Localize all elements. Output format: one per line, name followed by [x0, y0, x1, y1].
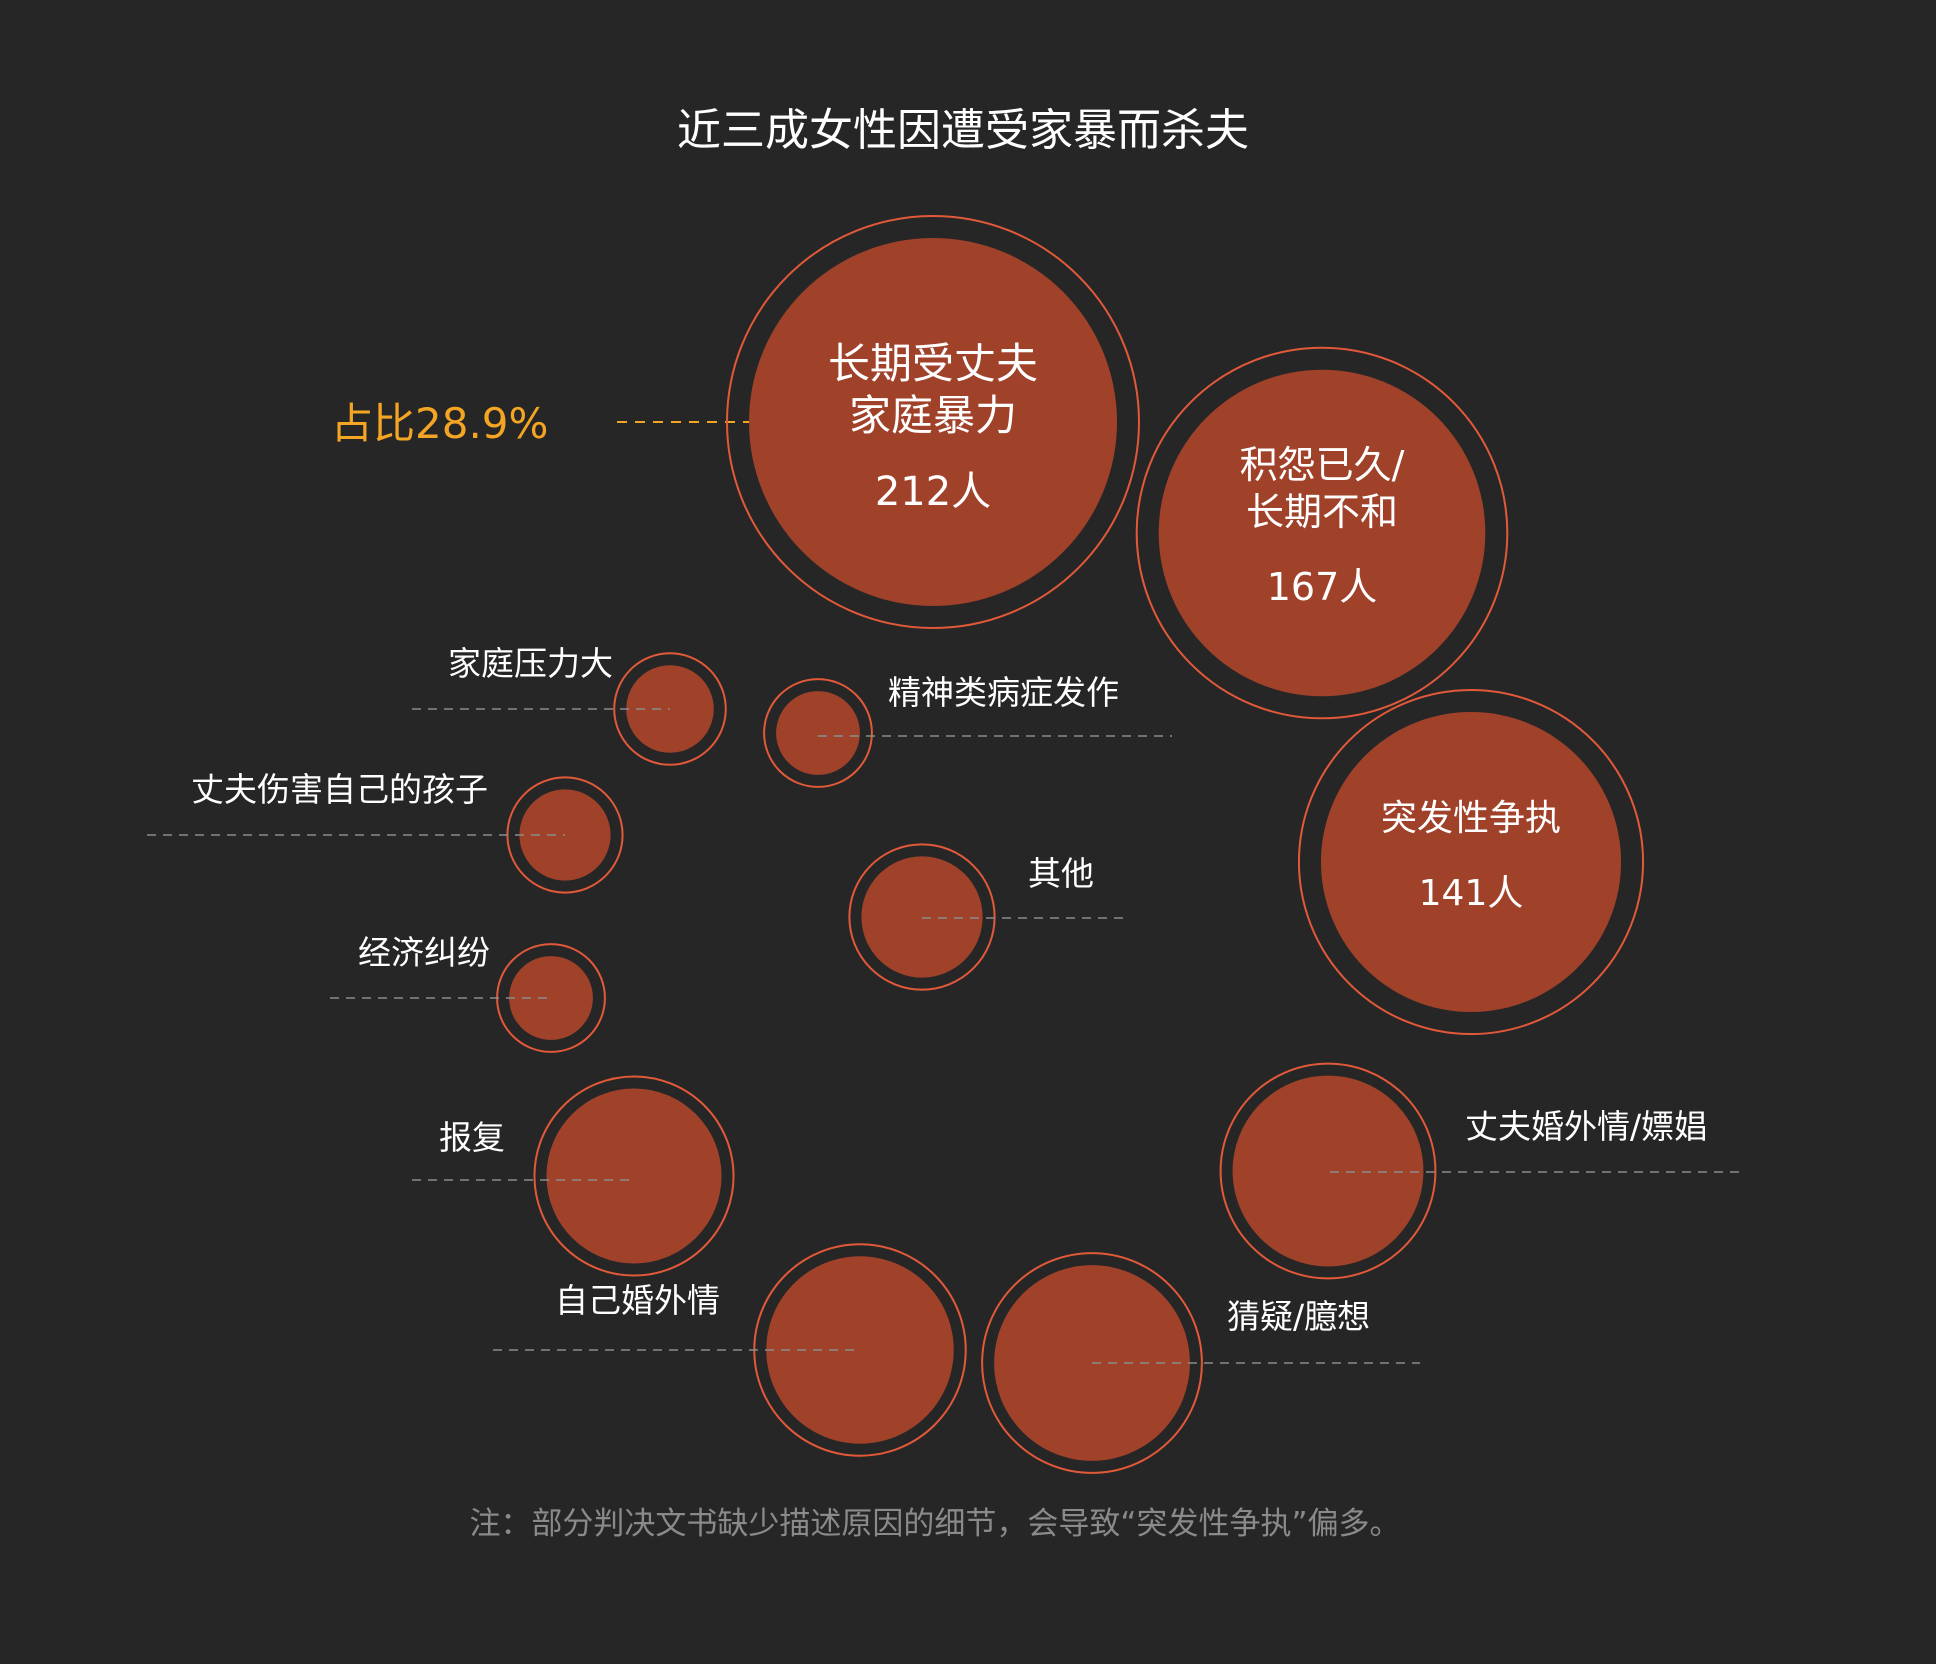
bubble-ring-7 — [848, 843, 996, 991]
bubble-label-5: 自己婚外情 — [555, 1281, 720, 1320]
bubble-label-7: 其他 — [1028, 854, 1094, 893]
bubble-label-1-1: 长期不和 — [1246, 490, 1398, 534]
bubble-6 — [546, 1088, 722, 1264]
bubble-label-11: 精神类病症发作 — [888, 673, 1119, 712]
bubble-label-4: 猜疑/臆想 — [1227, 1297, 1370, 1336]
bubble-label-3: 丈夫婚外情/嫖娼 — [1465, 1107, 1707, 1146]
bubble-8 — [509, 956, 593, 1040]
bubble-value-2: 141人 — [1419, 873, 1524, 914]
bubble-5 — [766, 1256, 954, 1444]
bubble-label-0-1: 家庭暴力 — [849, 391, 1017, 440]
bubble-label-9: 丈夫伤害自己的孩子 — [191, 770, 488, 809]
bubble-ring-0 — [726, 215, 1140, 629]
bubble-value-1: 167人 — [1267, 565, 1378, 609]
bubble-0 — [749, 238, 1117, 606]
bubble-label-6: 报复 — [439, 1118, 505, 1157]
bubble-1 — [1158, 369, 1486, 697]
footnote: 注：部分判决文书缺少描述原因的细节，会导致“突发性争执”偏多。 — [469, 1506, 1400, 1542]
chart-title: 近三成女性因遭受家暴而杀夫 — [677, 105, 1249, 156]
bubble-ring-11 — [763, 678, 873, 788]
bubble-ring-3 — [1219, 1062, 1437, 1280]
bubble-11 — [776, 691, 860, 775]
bubble-2 — [1320, 711, 1622, 1013]
bubble-ring-10 — [613, 652, 727, 766]
bubble-label-10: 家庭压力大 — [448, 644, 613, 683]
bubble-label-1-0: 积怨已久/ — [1240, 443, 1405, 487]
bubble-value-0: 212人 — [875, 469, 991, 515]
bubble-ring-6 — [533, 1075, 735, 1277]
bubble-7 — [861, 856, 983, 978]
highlight-share-label: 占比28.9% — [331, 399, 548, 448]
bubble-3 — [1232, 1075, 1424, 1267]
bubble-ring-1 — [1135, 346, 1509, 720]
bubble-ring-4 — [981, 1252, 1203, 1474]
bubble-label-8: 经济纠纷 — [358, 933, 490, 972]
bubble-ring-2 — [1297, 688, 1645, 1036]
bubble-label-2-0: 突发性争执 — [1381, 798, 1561, 839]
bubble-label-0-0: 长期受丈夫 — [828, 339, 1038, 388]
